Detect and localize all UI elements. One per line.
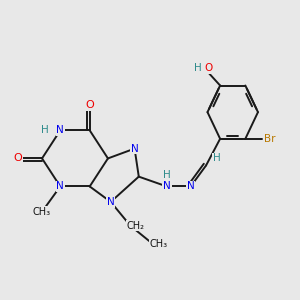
Text: N: N [56,182,64,191]
Text: N: N [131,144,139,154]
Text: H: H [194,63,202,73]
Text: Br: Br [264,134,276,144]
Text: O: O [85,100,94,110]
Text: O: O [14,153,22,164]
Text: O: O [205,63,213,73]
Text: N: N [107,197,115,207]
Text: N: N [187,182,194,191]
Text: N: N [56,125,64,135]
Text: CH₃: CH₃ [33,207,51,217]
Text: CH₃: CH₃ [149,239,167,249]
Text: N: N [163,182,171,191]
Text: H: H [213,153,220,164]
Text: CH₂: CH₂ [127,221,145,231]
Text: H: H [163,170,171,180]
Text: H: H [41,125,49,135]
